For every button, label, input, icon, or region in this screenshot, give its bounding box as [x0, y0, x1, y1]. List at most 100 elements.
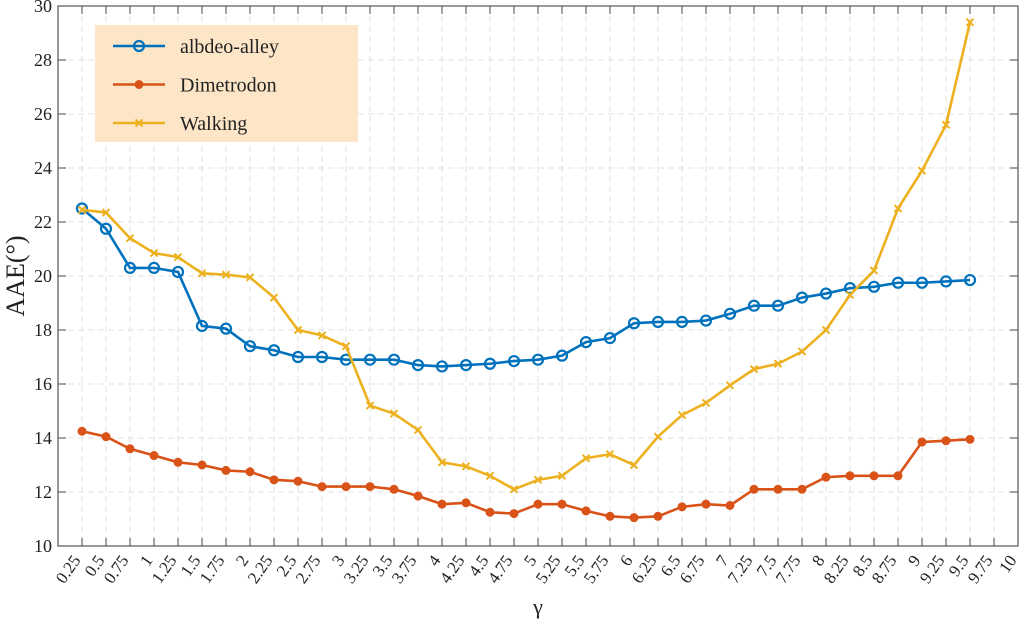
data-point: [533, 499, 543, 509]
data-point: [821, 325, 831, 335]
data-point: [725, 381, 735, 390]
data-point: [195, 319, 209, 333]
x-tick-label: 4.75: [484, 552, 517, 587]
data-point: [701, 398, 711, 408]
marker-stroke: [773, 359, 783, 368]
data-point: [219, 322, 233, 335]
marker-stroke: [965, 17, 975, 27]
data-point: [459, 359, 473, 372]
marker-stroke: [893, 204, 903, 213]
data-point: [867, 280, 881, 293]
data-point: [315, 350, 329, 364]
data-point: [917, 437, 927, 447]
data-point: [269, 293, 279, 302]
data-point: [149, 248, 159, 258]
marker-stroke: [293, 325, 303, 335]
data-point: [173, 457, 183, 467]
data-point: [965, 434, 975, 444]
data-point: [651, 315, 665, 328]
legend-entry: Dimetrodon: [113, 75, 277, 97]
data-point: [413, 425, 423, 435]
data-point: [483, 357, 497, 370]
data-point: [845, 471, 855, 481]
data-point: [605, 511, 615, 521]
marker-stroke: [365, 401, 375, 410]
data-point: [317, 482, 327, 492]
data-point: [797, 484, 807, 494]
y-tick-label: 10: [34, 536, 52, 556]
data-point: [747, 299, 761, 312]
x-axis-label: γ: [532, 594, 543, 619]
data-point: [411, 359, 425, 372]
data-point: [245, 467, 255, 477]
data-point: [581, 454, 591, 463]
data-point: [629, 460, 639, 470]
marker-stroke: [605, 449, 615, 459]
data-point: [293, 325, 303, 335]
data-point: [461, 462, 471, 471]
x-tick-label: 2.75: [292, 552, 325, 587]
x-tick-label: 9.75: [964, 552, 997, 587]
data-point: [509, 485, 519, 494]
data-point: [699, 314, 713, 327]
x-tick-label: 10: [995, 552, 1020, 577]
data-point: [749, 484, 759, 494]
data-point: [149, 451, 159, 461]
marker-stroke: [125, 233, 135, 243]
data-point: [389, 409, 399, 418]
series-line: [81, 21, 972, 491]
data-point: [461, 498, 471, 508]
marker-stroke: [509, 485, 519, 494]
data-point: [555, 349, 569, 362]
series-group: [75, 17, 977, 523]
marker-stroke: [101, 208, 111, 217]
marker-stroke: [197, 269, 207, 278]
data-point: [893, 204, 903, 213]
data-point: [125, 233, 135, 243]
legend-label: Walking: [180, 113, 247, 135]
marker-stroke: [413, 425, 423, 435]
marker-stroke: [653, 432, 663, 441]
data-point: [363, 353, 377, 366]
legend-entry: Walking: [113, 113, 247, 135]
series-line: [81, 429, 971, 519]
data-point: [773, 484, 783, 494]
data-point: [171, 265, 185, 279]
marker-stroke: [941, 120, 951, 130]
series-walking: [77, 17, 975, 494]
marker-stroke: [317, 331, 327, 340]
data-point: [603, 332, 617, 345]
data-point: [939, 275, 953, 288]
data-point: [629, 513, 639, 523]
marker-stroke: [581, 454, 591, 463]
x-tick-label: 3.75: [388, 552, 421, 587]
data-point: [291, 350, 305, 364]
data-point: [77, 426, 87, 436]
marker-stroke: [485, 471, 495, 481]
data-point: [557, 471, 567, 481]
data-point: [797, 347, 807, 356]
marker-stroke: [869, 266, 879, 275]
marker-stroke: [461, 462, 471, 471]
data-point: [389, 484, 399, 494]
marker-stroke: [917, 166, 927, 175]
legend: albdeo-alley Dimetrodon Walking: [95, 25, 358, 142]
y-tick-label: 30: [34, 0, 52, 16]
y-tick-label: 20: [34, 266, 52, 286]
marker-stroke: [701, 398, 711, 408]
data-point: [221, 270, 231, 279]
y-tick-label: 16: [34, 374, 52, 394]
legend-marker: [134, 80, 144, 89]
data-point: [869, 266, 879, 275]
plot-border: [57, 5, 1019, 547]
marker-stroke: [77, 205, 87, 215]
legend-entry: albdeo-alley: [113, 36, 279, 58]
data-point: [869, 471, 879, 481]
marker-stroke: [557, 471, 567, 481]
data-point: [723, 307, 737, 320]
y-axis-label: AAE(°): [1, 235, 30, 316]
data-point: [821, 472, 831, 482]
data-point: [101, 432, 111, 442]
data-point: [75, 202, 89, 215]
